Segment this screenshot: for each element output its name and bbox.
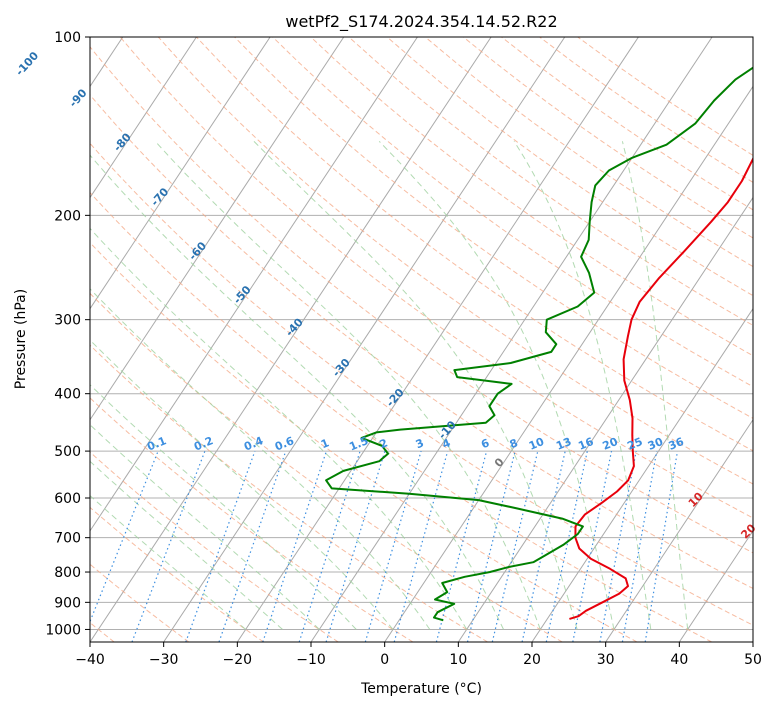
isotherm-line (384, 85, 753, 642)
y-tick-label: 800 (54, 565, 81, 581)
moist-adiabat-line (621, 141, 689, 630)
x-tick-label: 0 (380, 652, 389, 668)
mixing-ratio-line (644, 450, 679, 642)
isotherm-line (90, 37, 271, 310)
mixing-ratio-label: 25 (625, 435, 644, 453)
x-tick-label: 30 (597, 652, 615, 668)
moist-adiabat-line (90, 288, 431, 630)
mixing-ratio-label: 30 (646, 435, 665, 453)
dry-adiabat-line (119, 37, 753, 519)
moist-adiabat-line (378, 140, 615, 630)
mixing-ratio-line (325, 450, 386, 642)
moist-adiabat-line (90, 384, 357, 630)
plot-area (90, 37, 753, 642)
dry-adiabat-line (90, 191, 712, 642)
moist-adiabat-line (90, 424, 320, 630)
mixing-ratio-label: 13 (554, 435, 573, 453)
temperature-profile-line (569, 156, 753, 620)
mixing-ratio-label: 1 (319, 436, 331, 451)
chart-title: wetPf2_S174.2024.354.14.52.R22 (285, 12, 557, 32)
dry-adiabat-line (90, 506, 264, 642)
isotherm-line (236, 37, 639, 642)
y-axis-label: Pressure (hPa) (13, 289, 29, 389)
dry-adiabat-line (90, 344, 488, 642)
moist-adiabat-line (90, 227, 468, 630)
mixing-ratio-line (435, 450, 488, 642)
axis-ticks: −40 −30 −20 −10 0 10 20 30 40 50 100 200 300 400 500 60… (45, 30, 762, 668)
x-tick-label: −20 (223, 652, 253, 668)
y-tick-label: 600 (54, 491, 81, 507)
x-tick-label: −30 (149, 652, 179, 668)
mixing-ratio-line (521, 450, 566, 642)
isotherm-line (90, 37, 197, 199)
x-tick-label: 50 (744, 652, 762, 668)
mixing-ratio-label: 10 (527, 435, 546, 453)
y-tick-label: 400 (54, 387, 81, 403)
moist-adiabat-line (90, 154, 504, 630)
dry-adiabat-line (272, 37, 753, 388)
mixing-ratio-line (545, 450, 588, 642)
isotherm-line (531, 307, 753, 642)
y-tick-label: 1000 (45, 622, 81, 638)
isotherm-line (457, 196, 753, 642)
mixing-ratio-label: 3 (414, 436, 426, 451)
y-tick-label: 900 (54, 595, 81, 611)
mixing-ratio-label: 8 (508, 436, 520, 451)
dry-adiabat-line (90, 94, 753, 590)
mixing-ratio-line (90, 450, 159, 624)
isotherm-line (605, 418, 753, 642)
isotherm-line (90, 37, 345, 421)
mixing-ratio-line (298, 450, 361, 642)
dry-adiabat-line (386, 37, 753, 297)
isotherm-line (678, 529, 753, 642)
mixing-ratio-line (262, 450, 327, 642)
y-tick-label: 700 (54, 531, 81, 547)
dry-adiabat-line (90, 142, 753, 626)
mixing-ratio-label: 20 (601, 435, 620, 453)
series-layer (325, 66, 753, 622)
y-tick-label: 300 (54, 313, 81, 329)
mixing-ratio-label: 2 (378, 436, 390, 451)
isotherm-line (90, 37, 492, 642)
plot-frame (89, 36, 754, 643)
mixing-ratio-line (572, 450, 613, 642)
mixing-ratio-line (621, 450, 658, 642)
x-tick-label: 10 (449, 652, 467, 668)
x-tick-label: 40 (670, 652, 688, 668)
x-tick-label: −10 (296, 652, 326, 668)
moist-adiabat-line (90, 494, 247, 630)
x-axis-label: Temperature (°C) (360, 681, 482, 697)
mixing-ratio-line (599, 450, 637, 642)
dry-adiabat-line (234, 37, 753, 419)
mixing-ratio-line (466, 450, 516, 642)
moist-adiabat-line (154, 140, 541, 630)
dewpoint-profile-line (325, 66, 753, 622)
y-tick-label: 200 (54, 208, 81, 224)
x-tick-label: 20 (523, 652, 541, 668)
mixing-ratio-line (393, 450, 449, 642)
isotherm-line (90, 37, 418, 532)
dry-adiabat-line (90, 292, 563, 642)
y-tick-label: 500 (54, 444, 81, 460)
mixing-ratio-label: 16 (576, 435, 595, 453)
dry-adiabat-line (90, 241, 638, 642)
y-tick-label: 100 (54, 30, 81, 46)
background-lines (90, 37, 753, 642)
moist-adiabat-line (513, 141, 652, 630)
isotherm-line (163, 37, 566, 642)
mixing-ratio-line (491, 450, 539, 642)
x-tick-label: −40 (75, 652, 105, 668)
mixing-ratio-line (364, 450, 422, 642)
mixing-ratio-label: 36 (667, 435, 686, 453)
dry-adiabat-line (90, 451, 339, 642)
moist-adiabat-line (253, 140, 578, 630)
moist-adiabat-line (90, 339, 394, 630)
dry-adiabat-line (90, 46, 753, 554)
